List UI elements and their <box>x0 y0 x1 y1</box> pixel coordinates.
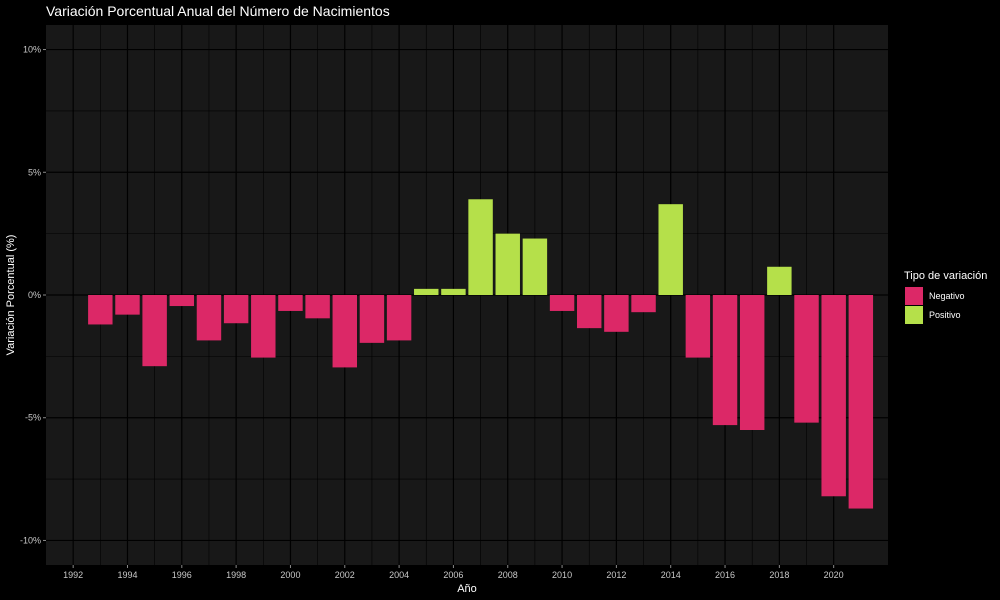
x-tick-label: 2020 <box>824 570 844 580</box>
x-tick-label: 2018 <box>769 570 789 580</box>
bar-2015 <box>685 295 711 358</box>
bar-2017 <box>739 295 765 430</box>
bar-1993 <box>88 295 113 325</box>
y-tick-label: 5% <box>28 167 41 177</box>
chart-title: Variación Porcentual Anual del Número de… <box>46 3 390 19</box>
bar-2001 <box>305 295 330 319</box>
bar-2004 <box>386 295 412 341</box>
x-tick-label: 2012 <box>606 570 626 580</box>
legend-title: Tipo de variación <box>904 270 987 282</box>
x-tick-label: 1994 <box>117 570 137 580</box>
y-tick-label: -5% <box>25 413 41 423</box>
bar-2012 <box>604 295 629 332</box>
bar-1994 <box>115 295 140 315</box>
x-tick-label: 1996 <box>172 570 192 580</box>
bar-2002 <box>332 295 357 368</box>
bar-2016 <box>712 295 738 426</box>
x-tick-label: 2014 <box>661 570 681 580</box>
x-tick-label: 2008 <box>498 570 518 580</box>
bar-1999 <box>251 295 276 358</box>
bar-2021 <box>848 295 874 509</box>
bar-2007 <box>468 199 493 295</box>
x-tick-label: 2010 <box>552 570 572 580</box>
x-tick-label: 2006 <box>443 570 463 580</box>
legend: Tipo de variación Negativo Positivo <box>904 270 987 324</box>
bar-2000 <box>278 295 303 311</box>
legend-swatch-positivo <box>905 306 923 324</box>
legend-items: Negativo Positivo <box>905 287 965 324</box>
bar-2010 <box>549 295 575 311</box>
x-tick-label: 1992 <box>63 570 83 580</box>
bar-2005 <box>414 288 439 295</box>
legend-swatch-negativo <box>905 287 923 305</box>
bar-1996 <box>169 295 195 307</box>
bar-2014 <box>658 204 683 295</box>
x-tick-label: 2004 <box>389 570 409 580</box>
y-tick-label: 10% <box>23 45 41 55</box>
bar-2020 <box>821 295 846 497</box>
bar-2008 <box>495 233 520 295</box>
bars <box>88 199 874 509</box>
x-axis-ticks: 1992 1994 1996 1998 2000 2002 2004 2006 2008 2010… <box>63 565 844 580</box>
y-tick-label: -10% <box>20 535 41 545</box>
bar-2009 <box>522 238 548 295</box>
x-tick-label: 2016 <box>715 570 735 580</box>
legend-label-negativo: Negativo <box>929 291 965 301</box>
bar-1995 <box>142 295 167 367</box>
bar-1997 <box>196 295 222 341</box>
x-axis-title: Año <box>457 583 477 595</box>
x-tick-label: 2002 <box>335 570 355 580</box>
legend-label-positivo: Positivo <box>929 310 961 320</box>
x-tick-label: 2000 <box>280 570 300 580</box>
bar-2013 <box>631 295 656 313</box>
bar-2011 <box>577 295 602 329</box>
bar-2019 <box>794 295 819 423</box>
y-axis-ticks: -10% -5% 0% 5% 10% <box>20 45 46 545</box>
y-tick-label: 0% <box>28 290 41 300</box>
x-tick-label: 1998 <box>226 570 246 580</box>
y-axis-title: Variación Porcentual (%) <box>5 235 17 356</box>
bar-1998 <box>223 295 249 324</box>
bar-2006 <box>441 288 466 295</box>
bar-2018 <box>767 266 792 295</box>
bar-2003 <box>359 295 385 343</box>
